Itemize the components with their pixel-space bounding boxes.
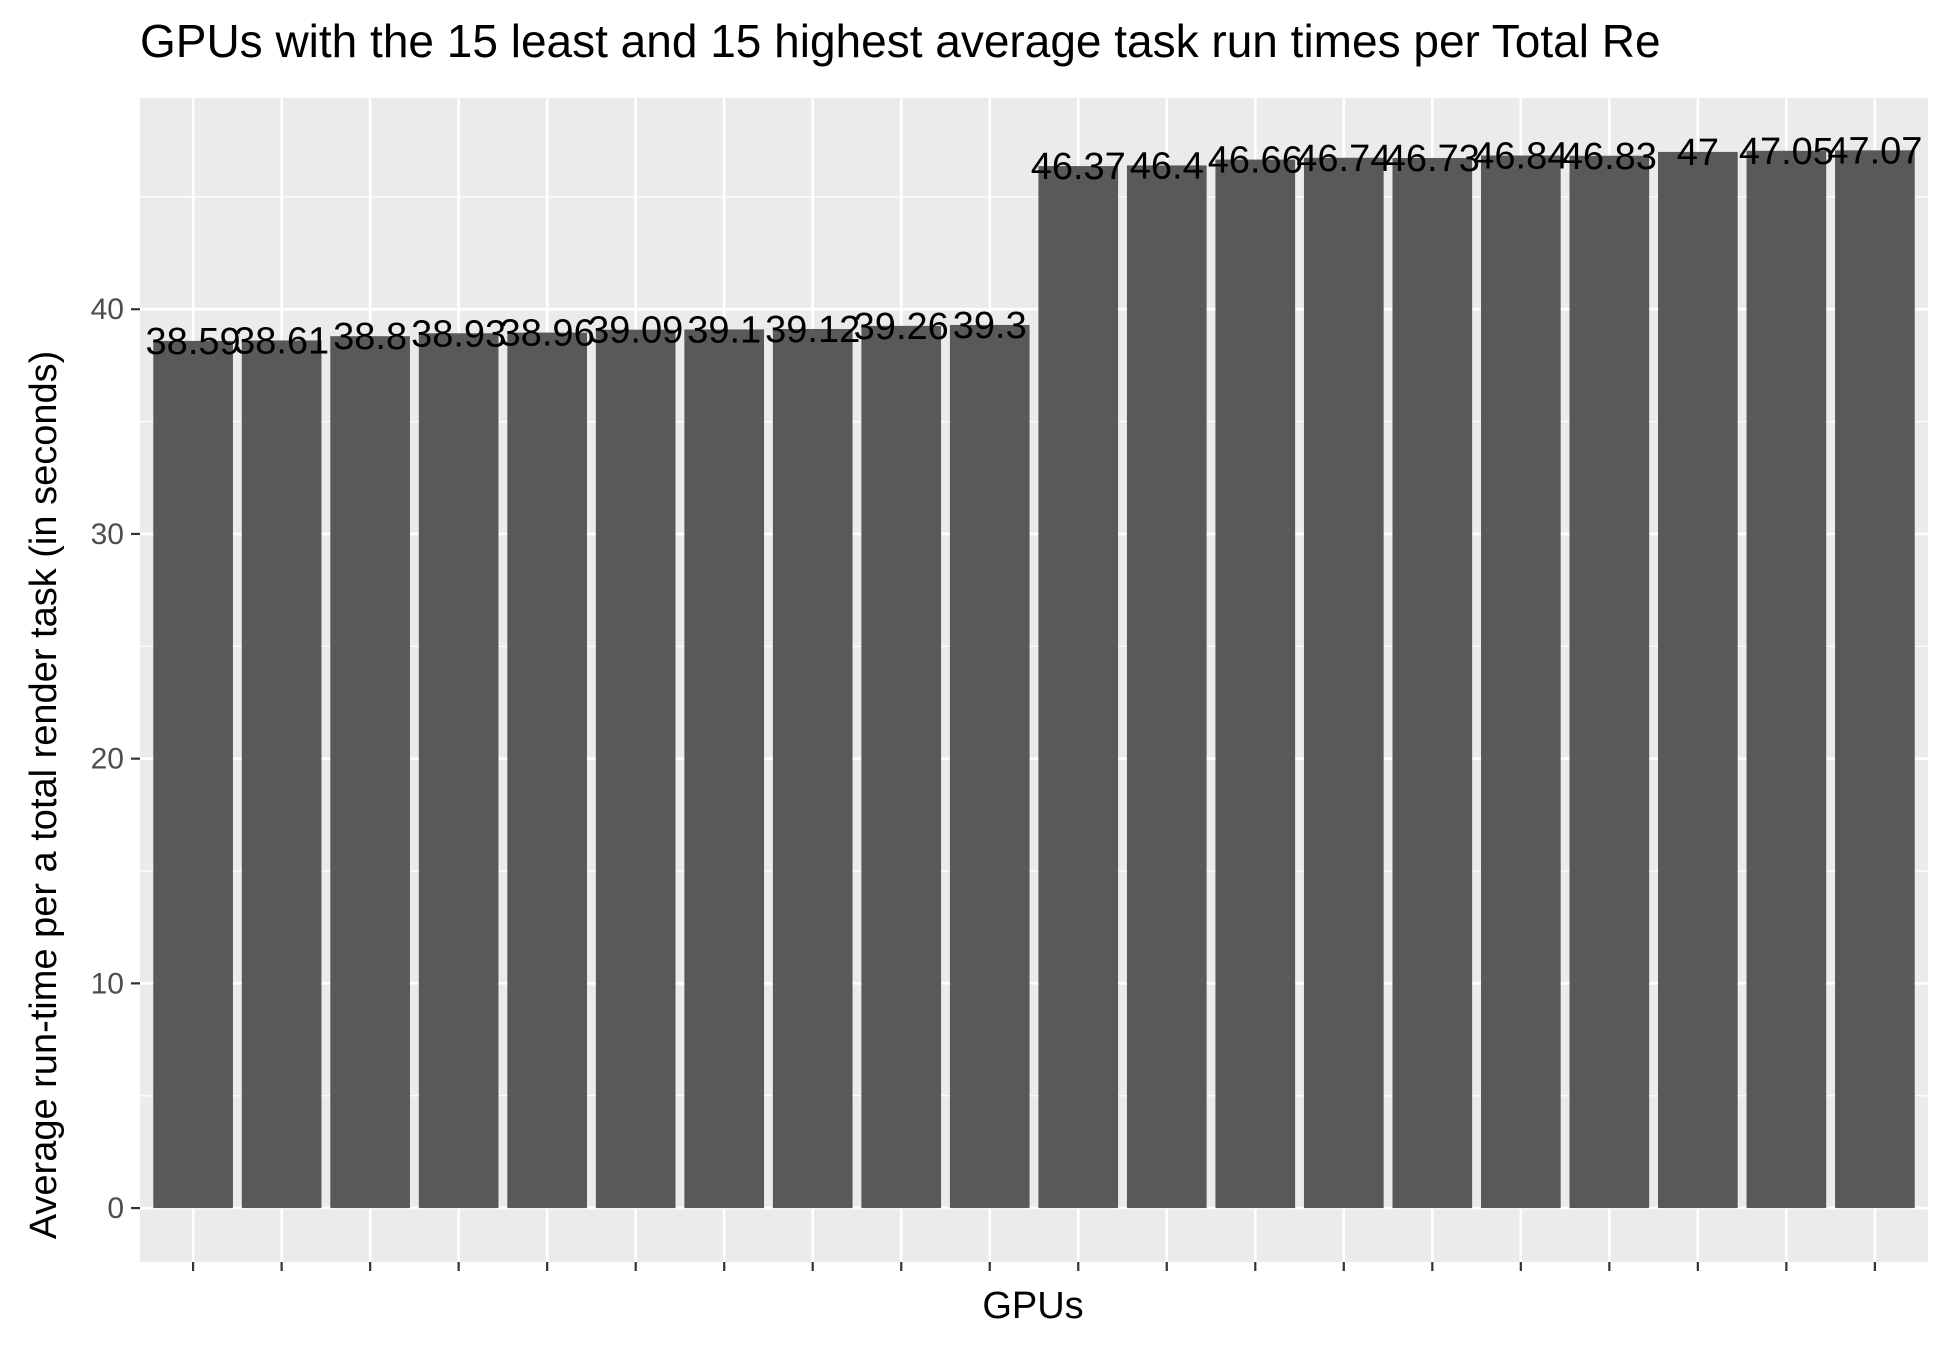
- x-axis-label: GPUs: [982, 1285, 1083, 1327]
- bar-value-label: 47.07: [1827, 130, 1922, 172]
- bar: [241, 340, 322, 1209]
- bar-value-label: 38.61: [234, 320, 329, 362]
- y-tick-label: 10: [91, 967, 124, 1000]
- bar-value-label: 38.59: [146, 321, 241, 363]
- bar: [330, 336, 410, 1209]
- bar-value-label: 46.66: [1208, 140, 1303, 182]
- bar: [1038, 166, 1119, 1209]
- y-tick-label: 30: [91, 518, 124, 551]
- bar-value-label: 47.05: [1739, 131, 1834, 173]
- bar: [684, 329, 765, 1209]
- y-axis-label: Average run-time per a total render task…: [23, 351, 65, 1240]
- bar: [861, 325, 942, 1209]
- y-tick-label: 0: [107, 1192, 124, 1225]
- bar-value-label: 46.37: [1031, 146, 1126, 188]
- bar-value-label: 46.84: [1473, 136, 1568, 178]
- y-tick-label: 40: [91, 293, 124, 326]
- bar: [772, 329, 853, 1209]
- bar-value-label: 47: [1677, 132, 1719, 174]
- bar-value-label: 46.4: [1130, 145, 1204, 187]
- bar: [949, 324, 1030, 1209]
- bar-value-label: 39.12: [765, 309, 860, 351]
- bar-value-label: 39.09: [588, 310, 683, 352]
- bar: [1746, 150, 1827, 1209]
- bar: [1126, 165, 1207, 1209]
- bar-value-label: 46.83: [1562, 136, 1657, 178]
- bar: [1835, 150, 1915, 1209]
- y-tick-label: 20: [91, 743, 124, 776]
- bar: [595, 329, 676, 1209]
- bar-value-label: 38.93: [411, 313, 506, 355]
- bars: [153, 150, 1915, 1209]
- bar: [507, 332, 587, 1209]
- bar-value-label: 38.96: [500, 313, 595, 355]
- bar-value-label: 39.3: [953, 305, 1027, 347]
- bar: [1215, 159, 1296, 1209]
- bar: [1481, 155, 1561, 1209]
- bar-value-label: 39.1: [687, 309, 761, 351]
- bar: [1569, 155, 1650, 1209]
- bar-value-label: 46.74: [1296, 138, 1391, 180]
- axes: 0 10 20 30 40: [91, 293, 1876, 1271]
- bar-value-label: 46.73: [1385, 138, 1480, 180]
- bar-value-label: 38.8: [333, 316, 407, 358]
- chart-title: GPUs with the 15 least and 15 highest av…: [140, 15, 1661, 67]
- bar: [418, 333, 499, 1209]
- bar: [1392, 157, 1473, 1209]
- bar: [1658, 151, 1738, 1209]
- bar-value-label: 39.26: [854, 306, 949, 348]
- bar: [153, 340, 233, 1209]
- bar: [1303, 157, 1384, 1209]
